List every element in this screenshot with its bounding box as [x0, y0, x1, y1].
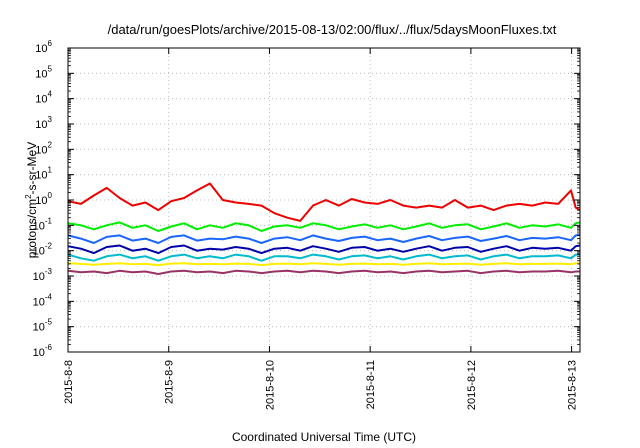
y-tick-label-exponent: -2 — [45, 242, 53, 251]
y-axis-label: protons/cm2-s-sr-MeV — [24, 142, 39, 258]
x-tick-label: 2015-8-9 — [164, 360, 176, 404]
y-tick-label-base: 10 — [35, 195, 47, 207]
x-tick-label: 2015-8-12 — [466, 360, 478, 410]
y-tick-label-base: 10 — [33, 220, 45, 232]
y-tick-label-base: 10 — [35, 170, 47, 182]
y-tick-label: 104 — [35, 90, 52, 106]
y-tick-label-base: 10 — [33, 347, 45, 359]
x-tick-label: 2015-8-10 — [264, 360, 276, 410]
y-tick-label-exponent: 0 — [48, 191, 53, 200]
y-tick-label-base: 10 — [35, 144, 47, 156]
x-tick-label: 2015-8-13 — [567, 360, 579, 410]
series-line — [67, 253, 580, 262]
y-tick-label: 10-1 — [33, 216, 53, 232]
y-tick-label-exponent: -4 — [45, 292, 53, 301]
y-tick-label-exponent: -3 — [45, 267, 53, 276]
y-tick-label-base: 10 — [33, 322, 45, 334]
y-tick-label-exponent: 6 — [48, 39, 53, 48]
x-tick-labels: 2015-8-8 2015-8-9 2015-8-10 2015-8-11 2015-8… — [63, 360, 579, 410]
y-tick-label-exponent: 5 — [48, 64, 53, 73]
chart-title: /data/run/goesPlots/archive/2015-08-13/0… — [108, 22, 557, 37]
x-tick-label: 2015-8-11 — [365, 360, 377, 409]
y-axis-label-rest: -s-sr-MeV — [25, 142, 39, 195]
series-line — [67, 182, 581, 222]
y-tick-label-base: 10 — [35, 94, 47, 106]
y-tick-label-base: 10 — [35, 119, 47, 131]
y-tick-label: 106 — [35, 39, 52, 55]
y-tick-label: 101 — [35, 166, 52, 182]
y-tick-label-exponent: -5 — [45, 318, 53, 327]
y-tick-label: 10-5 — [33, 318, 53, 334]
y-tick-label-base: 10 — [35, 43, 47, 55]
x-tick-label: 2015-8-8 — [63, 360, 75, 404]
series-group — [67, 182, 581, 275]
y-tick-label-exponent: -6 — [45, 343, 53, 352]
y-tick-label-base: 10 — [33, 246, 45, 258]
y-tick-labels: 10-610-510-410-310-210-11001011021031041… — [33, 39, 53, 359]
y-tick-label-base: 10 — [33, 296, 45, 308]
y-axis-label-main: protons/cm — [25, 199, 39, 258]
series-line — [67, 233, 581, 244]
axis-ticks — [67, 47, 580, 353]
y-tick-label-exponent: 1 — [48, 166, 53, 175]
y-tick-label: 102 — [35, 140, 52, 156]
series-line — [67, 262, 580, 267]
y-tick-label: 10-3 — [33, 267, 53, 283]
y-tick-label-exponent: 4 — [48, 90, 53, 99]
y-tick-label: 10-6 — [33, 343, 53, 359]
y-tick-label: 105 — [35, 64, 52, 80]
y-tick-label-exponent: 3 — [48, 115, 53, 124]
y-tick-label-exponent: -1 — [45, 216, 53, 225]
series-line — [67, 244, 581, 255]
y-tick-label-base: 10 — [33, 271, 45, 283]
series-line — [67, 269, 580, 275]
y-axis-label-superscript: 2 — [24, 194, 33, 199]
y-tick-label: 100 — [35, 191, 52, 207]
y-tick-label-base: 10 — [35, 68, 47, 80]
y-tick-label: 103 — [35, 115, 52, 131]
series-line — [67, 221, 581, 232]
x-axis-label: Coordinated Universal Time (UTC) — [232, 430, 416, 444]
y-tick-label: 10-4 — [33, 292, 53, 308]
y-tick-label: 10-2 — [33, 242, 53, 258]
y-tick-label-exponent: 2 — [48, 140, 53, 149]
